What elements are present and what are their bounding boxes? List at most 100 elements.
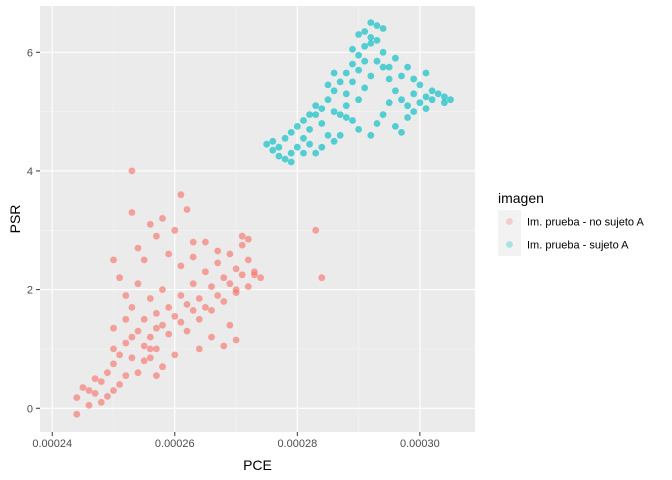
data-point-series-1 [122,292,130,299]
data-point-series-1 [171,312,179,320]
data-point-series-2 [361,42,369,50]
data-point-series-2 [373,57,381,65]
data-point-series-1 [110,256,117,264]
data-point-series-1 [195,315,203,323]
data-point-series-1 [128,354,136,362]
data-point-series-2 [355,66,362,74]
data-point-series-1 [226,321,234,329]
data-point-series-1 [73,394,81,401]
data-point-series-2 [300,149,307,157]
data-point-series-1 [208,307,215,314]
data-point-series-1 [232,265,240,273]
data-point-series-2 [318,120,326,127]
data-point-series-1 [122,372,130,379]
data-point-series-2 [349,45,356,53]
data-point-series-1 [140,256,148,264]
data-point-series-2 [355,125,362,133]
data-point-series-1 [183,327,191,335]
data-point-series-1 [91,390,99,397]
data-point-series-1 [146,295,154,302]
data-point-series-2 [312,111,320,118]
data-point-series-1 [116,381,123,388]
y-tick-label: 4 [27,166,33,178]
data-point-series-1 [244,235,252,243]
data-point-series-1 [171,226,179,234]
data-point-series-1 [110,360,117,368]
data-point-series-2 [349,117,356,124]
data-point-series-1 [146,345,154,353]
data-point-series-1 [189,238,197,246]
data-point-series-1 [177,292,185,299]
y-tick-label: 0 [27,403,33,415]
data-point-series-2 [361,57,369,65]
data-point-series-1 [189,307,197,314]
legend-key-point [506,241,513,248]
data-point-series-2 [355,96,362,104]
data-point-series-1 [202,238,209,246]
data-point-series-2 [342,102,350,110]
data-point-series-1 [195,345,203,353]
data-point-series-1 [195,295,203,302]
data-point-series-1 [226,280,234,288]
data-point-series-2 [306,111,313,118]
data-point-series-2 [324,81,332,89]
data-point-series-1 [128,209,136,216]
data-point-series-1 [159,215,166,222]
data-point-series-1 [202,304,209,311]
data-point-series-2 [447,96,454,104]
data-point-series-1 [159,286,166,293]
data-point-series-1 [232,286,240,293]
data-point-series-1 [104,393,111,400]
data-point-series-1 [140,357,148,365]
data-point-series-1 [134,369,142,377]
data-point-series-2 [300,134,307,142]
data-point-series-2 [410,90,418,98]
data-point-series-1 [177,191,185,199]
data-point-series-1 [165,304,173,311]
legend-items: Im. prueba - no sujeto A Im. prueba - suj… [498,210,644,256]
data-point-series-1 [85,401,93,409]
data-point-series-1 [153,232,160,240]
data-point-series-1 [318,274,326,282]
data-point-series-2 [293,123,301,130]
y-axis-ticks: 0 2 4 6 [27,47,40,415]
data-point-series-2 [367,72,375,80]
data-point-series-2 [385,99,393,107]
data-point-series-1 [238,232,246,240]
data-point-series-2 [416,99,424,107]
data-point-series-2 [441,93,448,101]
data-point-series-2 [367,19,375,26]
data-point-series-2 [373,37,381,44]
data-point-series-1 [226,250,234,258]
data-point-series-2 [342,90,350,98]
data-point-series-1 [116,274,123,282]
data-point-series-2 [330,87,338,95]
data-point-series-1 [214,292,222,299]
data-points [73,19,454,418]
x-tick-label: 0.00024 [32,438,72,450]
data-point-series-1 [238,271,246,279]
data-point-series-2 [398,129,405,136]
grid-major [40,6,475,432]
data-point-series-1 [140,342,148,350]
data-point-series-1 [202,268,209,276]
data-point-series-1 [165,330,173,338]
data-point-series-1 [97,398,105,406]
data-point-series-2 [269,137,277,145]
data-point-series-2 [324,96,332,104]
data-point-series-1 [220,342,228,350]
plot-panel [40,6,475,432]
data-point-series-2 [404,63,411,71]
data-point-series-2 [379,48,387,56]
data-point-series-2 [336,111,344,118]
data-point-series-2 [361,84,369,92]
data-point-series-2 [287,149,295,157]
legend: imagen Im. prueba - no sujeto AIm. prueb… [498,190,644,256]
data-point-series-1 [232,336,240,344]
data-point-series-1 [208,283,215,290]
data-point-series-1 [312,226,320,234]
data-point-series-1 [116,351,123,359]
data-point-series-2 [367,34,375,41]
data-point-series-2 [373,120,381,127]
legend-key-point [506,218,513,225]
